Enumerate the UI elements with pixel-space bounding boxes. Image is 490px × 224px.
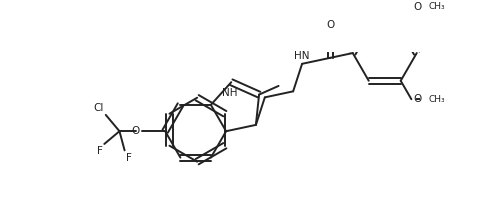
Text: CH₃: CH₃ [428, 95, 445, 104]
Text: NH: NH [222, 88, 238, 98]
Text: CH₃: CH₃ [428, 2, 445, 11]
Text: F: F [126, 153, 132, 163]
Text: O: O [132, 126, 140, 136]
Text: HN: HN [294, 51, 310, 61]
Text: F: F [97, 146, 103, 156]
Text: O: O [326, 20, 335, 30]
Text: O: O [413, 2, 421, 12]
Text: Cl: Cl [94, 103, 104, 113]
Text: O: O [413, 94, 421, 104]
